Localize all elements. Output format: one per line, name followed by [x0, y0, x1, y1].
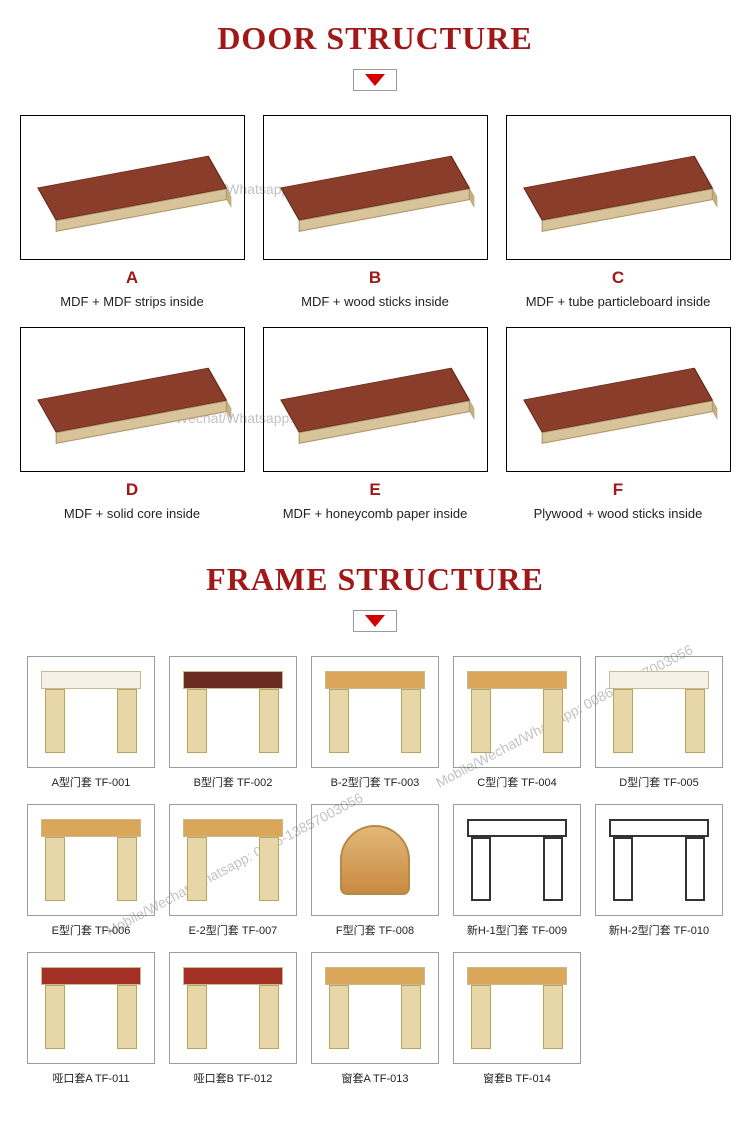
frame-label: B-2型门套 TF-003 [311, 774, 439, 790]
frame-label: 窗套A TF-013 [311, 1070, 439, 1086]
frame-label: E-2型门套 TF-007 [169, 922, 297, 938]
frame-profile-icon [41, 967, 141, 1049]
door-image [506, 115, 731, 260]
frame-image [169, 804, 297, 916]
frame-item: 窗套A TF-013 [311, 952, 439, 1086]
frame-structure-title: FRAME STRUCTURE [0, 561, 750, 598]
door-item: C MDF + tube particleboard inside [506, 115, 731, 309]
frame-profile-icon [183, 967, 283, 1049]
door-description: MDF + tube particleboard inside [506, 294, 731, 309]
door-structure-title: DOOR STRUCTURE [0, 20, 750, 57]
door-item: F Plywood + wood sticks inside [506, 327, 731, 521]
frame-image [453, 656, 581, 768]
frame-item: D型门套 TF-005 [595, 656, 723, 790]
frame-image [595, 656, 723, 768]
frame-image [595, 804, 723, 916]
frame-item: B-2型门套 TF-003 [311, 656, 439, 790]
door-item: D MDF + solid core inside [20, 327, 245, 521]
down-triangle-icon [365, 74, 385, 86]
door-item: A MDF + MDF strips inside [20, 115, 245, 309]
frame-image [453, 804, 581, 916]
frame-profile-icon [183, 819, 283, 901]
door-description: MDF + solid core inside [20, 506, 245, 521]
door-image [506, 327, 731, 472]
frame-label: E型门套 TF-006 [27, 922, 155, 938]
frame-label: B型门套 TF-002 [169, 774, 297, 790]
door-description: MDF + honeycomb paper inside [263, 506, 488, 521]
door-letter: A [20, 268, 245, 288]
frame-item: 哑口套B TF-012 [169, 952, 297, 1086]
door-item: B MDF + wood sticks inside [263, 115, 488, 309]
door-letter: C [506, 268, 731, 288]
frame-label: 新H-1型门套 TF-009 [453, 922, 581, 938]
frame-profile-icon [183, 671, 283, 753]
door-letter: B [263, 268, 488, 288]
frame-profile-icon [609, 671, 709, 753]
door-letter: F [506, 480, 731, 500]
frame-profile-icon [467, 671, 567, 753]
frame-image [453, 952, 581, 1064]
frame-item: 哑口套A TF-011 [27, 952, 155, 1086]
frame-profile-icon [467, 819, 567, 901]
frame-item: C型门套 TF-004 [453, 656, 581, 790]
door-item: E MDF + honeycomb paper inside [263, 327, 488, 521]
frame-image [27, 656, 155, 768]
frame-image [169, 656, 297, 768]
frame-profile-icon [325, 671, 425, 753]
frame-profile-icon [41, 819, 141, 901]
divider-triangle-box [353, 610, 397, 632]
frame-item: B型门套 TF-002 [169, 656, 297, 790]
frame-label: 哑口套B TF-012 [169, 1070, 297, 1086]
frame-item: F型门套 TF-008 [311, 804, 439, 938]
frame-item: E-2型门套 TF-007 [169, 804, 297, 938]
frame-image [27, 952, 155, 1064]
door-structure-grid: Mobile/Wechat/Whatsapp: 0086-13857003056… [0, 115, 750, 521]
door-image [20, 115, 245, 260]
frame-label: 新H-2型门套 TF-010 [595, 922, 723, 938]
frame-image [27, 804, 155, 916]
door-letter: D [20, 480, 245, 500]
frame-image [169, 952, 297, 1064]
frame-image [311, 656, 439, 768]
frame-structure-grid: Mobile/Wechat/Whatsapp: 0086-13857003056… [0, 656, 750, 1086]
door-image [263, 115, 488, 260]
door-description: Plywood + wood sticks inside [506, 506, 731, 521]
frame-label: 哑口套A TF-011 [27, 1070, 155, 1086]
door-image [20, 327, 245, 472]
divider-triangle-box [353, 69, 397, 91]
frame-profile-icon [330, 819, 420, 901]
down-triangle-icon [365, 615, 385, 627]
frame-label: C型门套 TF-004 [453, 774, 581, 790]
frame-label: D型门套 TF-005 [595, 774, 723, 790]
frame-image [311, 952, 439, 1064]
frame-profile-icon [467, 967, 567, 1049]
frame-item: A型门套 TF-001 [27, 656, 155, 790]
frame-profile-icon [325, 967, 425, 1049]
frame-item: 新H-1型门套 TF-009 [453, 804, 581, 938]
frame-item: 窗套B TF-014 [453, 952, 581, 1086]
frame-item: E型门套 TF-006 [27, 804, 155, 938]
frame-label: F型门套 TF-008 [311, 922, 439, 938]
door-description: MDF + wood sticks inside [263, 294, 488, 309]
frame-item: 新H-2型门套 TF-010 [595, 804, 723, 938]
frame-image [311, 804, 439, 916]
door-image [263, 327, 488, 472]
frame-label: A型门套 TF-001 [27, 774, 155, 790]
frame-label: 窗套B TF-014 [453, 1070, 581, 1086]
frame-profile-icon [41, 671, 141, 753]
frame-profile-icon [609, 819, 709, 901]
door-description: MDF + MDF strips inside [20, 294, 245, 309]
door-letter: E [263, 480, 488, 500]
